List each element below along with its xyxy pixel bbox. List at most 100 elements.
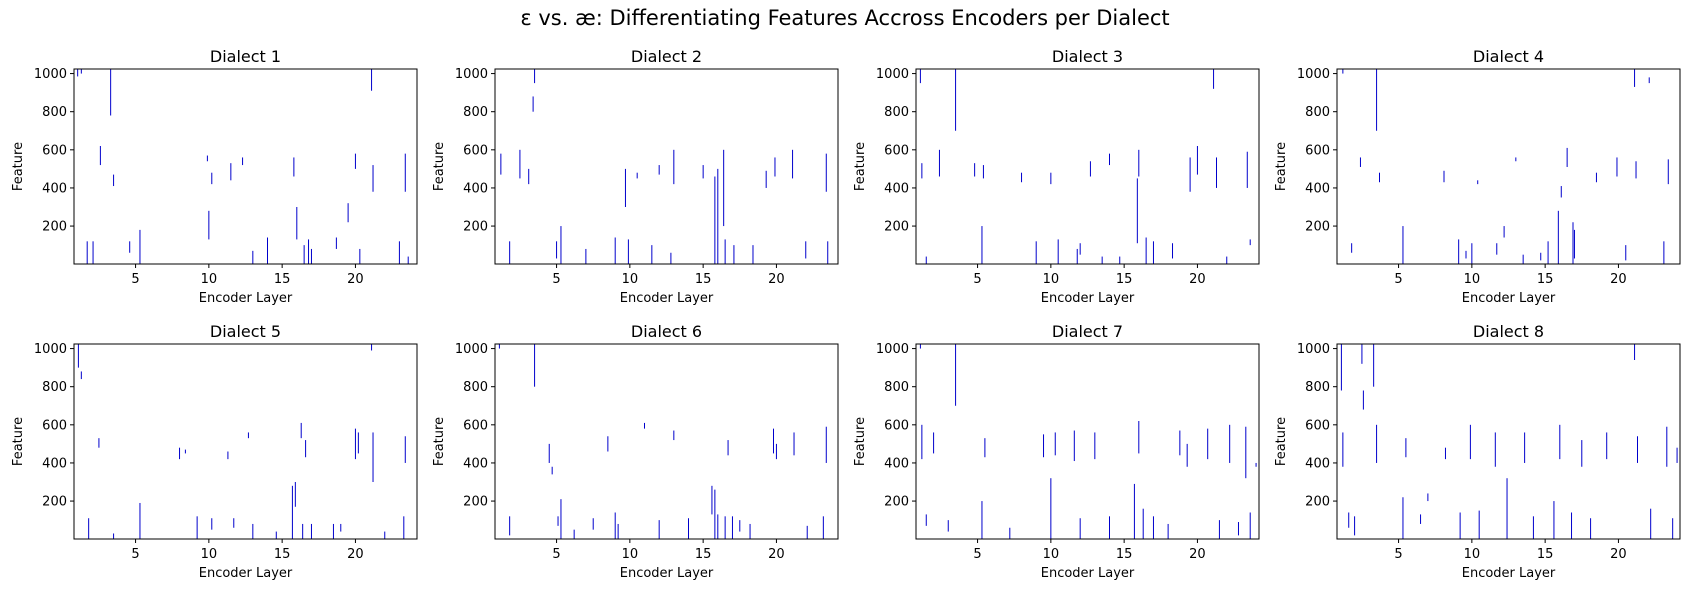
y-tick-label: 1000 <box>1297 67 1330 82</box>
x-tick-label: 20 <box>347 272 364 287</box>
x-tick-label: 15 <box>1537 547 1554 562</box>
y-axis-label: Feature <box>1274 417 1289 466</box>
x-tick-label: 15 <box>274 547 291 562</box>
panel-title: Dialect 6 <box>631 322 702 341</box>
plot-frame <box>1336 343 1681 540</box>
panel-title: Dialect 8 <box>1473 322 1544 341</box>
panel-title: Dialect 5 <box>210 322 281 341</box>
x-tick-label: 20 <box>768 272 785 287</box>
y-tick-label: 600 <box>884 143 909 158</box>
plot-frame <box>1336 68 1681 265</box>
x-axis-label: Encoder Layer <box>1462 291 1556 306</box>
panel-title: Dialect 1 <box>210 47 281 66</box>
y-tick-label: 200 <box>884 220 909 235</box>
y-tick-label: 600 <box>1305 143 1330 158</box>
y-tick-label: 400 <box>463 181 488 196</box>
plot-frame <box>915 68 1260 265</box>
panel-marks <box>77 69 409 264</box>
y-tick-label: 600 <box>463 418 488 433</box>
y-tick-label: 200 <box>1305 495 1330 510</box>
y-tick-label: 1000 <box>455 342 488 357</box>
plot-frame <box>494 343 839 540</box>
x-tick-label: 15 <box>1537 272 1554 287</box>
y-tick-label: 200 <box>42 220 67 235</box>
y-axis-label: Feature <box>11 142 26 191</box>
panel-5: Dialect 5 5 10 15 20 200 400 600 800 1000 Encoder … <box>11 322 418 581</box>
y-tick-label: 400 <box>1305 181 1330 196</box>
x-tick-label: 20 <box>1610 272 1627 287</box>
x-tick-label: 5 <box>131 272 139 287</box>
panel-6: Dialect 6 5 10 15 20 200 400 600 800 1000 Encoder … <box>432 322 839 581</box>
y-tick-label: 400 <box>884 456 909 471</box>
panel-3: Dialect 3 5 10 15 20 200 400 600 800 1000 Encoder … <box>853 47 1260 306</box>
x-tick-label: 5 <box>552 547 560 562</box>
x-tick-label: 15 <box>695 272 712 287</box>
y-tick-label: 1000 <box>34 67 67 82</box>
x-tick-label: 10 <box>1464 272 1481 287</box>
panels-group: Dialect 1 5 10 15 20 200 400 600 800 1000 Encoder … <box>11 47 1681 581</box>
panel-7: Dialect 7 5 10 15 20 200 400 600 800 1000 Encoder … <box>853 322 1260 581</box>
plot-frame <box>73 343 418 540</box>
panel-marks <box>919 344 1257 539</box>
y-tick-label: 800 <box>1305 105 1330 120</box>
y-axis-label: Feature <box>1274 142 1289 191</box>
x-axis-label: Encoder Layer <box>1041 566 1135 581</box>
plot-frame <box>915 343 1260 540</box>
panel-title: Dialect 4 <box>1473 47 1544 66</box>
panel-marks <box>500 69 829 264</box>
panel-marks <box>1342 69 1669 264</box>
x-axis-label: Encoder Layer <box>199 566 293 581</box>
y-axis-label: Feature <box>853 417 868 466</box>
x-tick-label: 15 <box>695 547 712 562</box>
x-axis-label: Encoder Layer <box>1462 566 1556 581</box>
y-tick-label: 800 <box>884 105 909 120</box>
y-axis-label: Feature <box>432 142 447 191</box>
panel-marks <box>77 344 406 539</box>
panel-title: Dialect 3 <box>1052 47 1123 66</box>
y-tick-label: 400 <box>42 181 67 196</box>
y-tick-label: 400 <box>1305 456 1330 471</box>
y-tick-label: 1000 <box>34 342 67 357</box>
plot-frame <box>494 68 839 265</box>
x-axis-label: Encoder Layer <box>620 291 714 306</box>
y-tick-label: 600 <box>463 143 488 158</box>
x-tick-label: 20 <box>1610 547 1627 562</box>
x-axis-label: Encoder Layer <box>1041 291 1135 306</box>
panel-2: Dialect 2 5 10 15 20 200 400 600 800 1000 Encoder … <box>432 47 839 306</box>
y-tick-label: 800 <box>1305 380 1330 395</box>
y-tick-label: 800 <box>42 105 67 120</box>
panel-1: Dialect 1 5 10 15 20 200 400 600 800 1000 Encoder … <box>11 47 418 306</box>
y-axis-label: Feature <box>853 142 868 191</box>
x-tick-label: 20 <box>768 547 785 562</box>
x-axis-label: Encoder Layer <box>620 566 714 581</box>
y-tick-label: 1000 <box>1297 342 1330 357</box>
panel-marks <box>1340 344 1678 539</box>
y-tick-label: 200 <box>1305 220 1330 235</box>
x-tick-label: 20 <box>1189 547 1206 562</box>
x-tick-label: 10 <box>201 272 218 287</box>
panel-title: Dialect 7 <box>1052 322 1123 341</box>
x-tick-label: 15 <box>1116 547 1133 562</box>
y-axis-label: Feature <box>432 417 447 466</box>
x-axis-label: Encoder Layer <box>199 291 293 306</box>
panel-marks <box>498 344 827 539</box>
y-tick-label: 1000 <box>876 342 909 357</box>
panel-4: Dialect 4 5 10 15 20 200 400 600 800 1000 Encoder … <box>1274 47 1681 306</box>
x-tick-label: 10 <box>1043 547 1060 562</box>
y-tick-label: 600 <box>42 143 67 158</box>
y-tick-label: 800 <box>42 380 67 395</box>
y-tick-label: 200 <box>884 495 909 510</box>
x-tick-label: 10 <box>1043 272 1060 287</box>
plot-frame <box>73 68 418 265</box>
x-tick-label: 5 <box>131 547 139 562</box>
x-tick-label: 5 <box>552 272 560 287</box>
x-tick-label: 5 <box>973 547 981 562</box>
x-tick-label: 5 <box>973 272 981 287</box>
x-tick-label: 10 <box>622 272 639 287</box>
x-tick-label: 15 <box>274 272 291 287</box>
panel-marks <box>919 69 1251 264</box>
y-axis-label: Feature <box>11 417 26 466</box>
x-tick-label: 5 <box>1394 272 1402 287</box>
x-tick-label: 15 <box>1116 272 1133 287</box>
y-tick-label: 800 <box>463 105 488 120</box>
